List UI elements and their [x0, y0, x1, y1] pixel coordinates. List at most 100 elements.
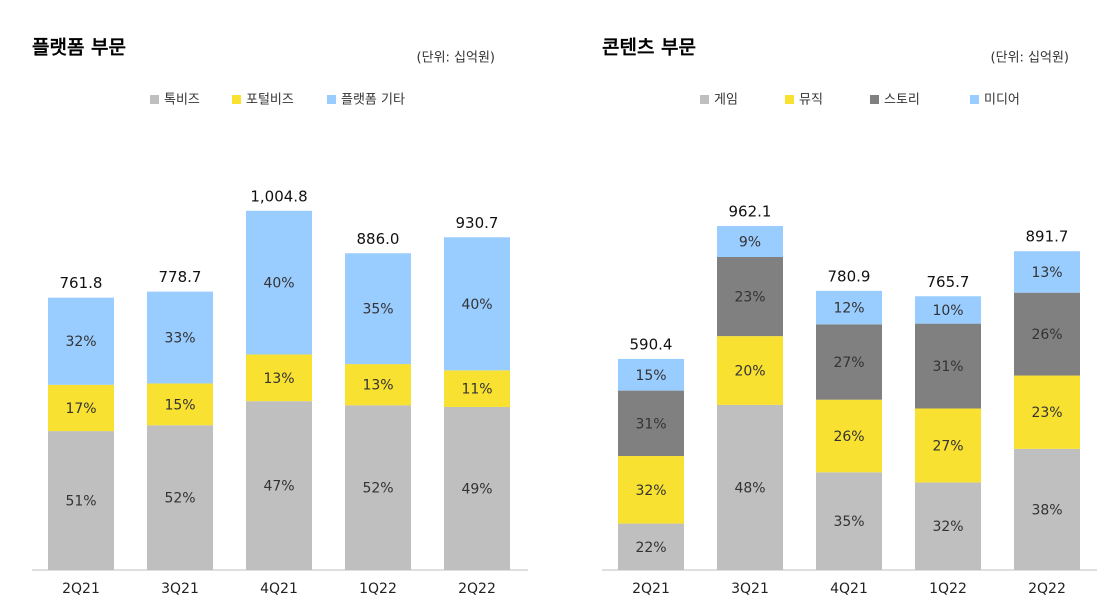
segment-label: 11%: [461, 382, 492, 398]
legend-swatch: [327, 95, 336, 104]
bar-segment: [444, 370, 510, 407]
segment-label: 38%: [1031, 502, 1062, 518]
bar-segment: [1014, 375, 1080, 449]
x-tick-label: 2Q21: [62, 581, 100, 597]
unit-label: (단위: 십억원): [417, 51, 495, 66]
bar-segment: [345, 253, 411, 365]
bar-segment: [48, 297, 114, 385]
bar-segment: [444, 237, 510, 371]
segment-label: 32%: [635, 483, 666, 499]
segment-label: 49%: [461, 481, 492, 497]
bar-segment: [345, 364, 411, 406]
total-label: 590.4: [630, 335, 673, 353]
bar-segment: [618, 523, 684, 570]
segment-label: 27%: [932, 438, 963, 454]
bar-segment: [816, 399, 882, 473]
bar-segment: [246, 354, 312, 402]
bar-segment: [246, 401, 312, 570]
segment-label: 9%: [739, 235, 761, 251]
bar-segment: [147, 383, 213, 426]
bar-segment: [816, 324, 882, 400]
total-label: 891.7: [1026, 228, 1069, 246]
total-label: 780.9: [828, 267, 871, 285]
total-label: 930.7: [456, 214, 499, 232]
bar-segment: [915, 482, 981, 570]
legend-label: 톡비즈: [164, 93, 200, 108]
legend-swatch: [232, 95, 241, 104]
x-tick-label: 2Q21: [632, 581, 670, 597]
bar-segment: [1014, 448, 1080, 570]
legend-label: 포털비즈: [246, 93, 294, 108]
bar-segment: [915, 296, 981, 324]
bar-segment: [1014, 292, 1080, 376]
segment-label: 15%: [635, 368, 666, 384]
bar-segment: [618, 390, 684, 457]
segment-label: 52%: [164, 491, 195, 507]
bar-segment: [915, 408, 981, 483]
legend-swatch: [785, 95, 794, 104]
legend-label: 스토리: [884, 93, 920, 108]
x-tick-label: 1Q22: [929, 581, 967, 597]
segment-label: 31%: [932, 359, 963, 375]
legend-swatch: [970, 95, 979, 104]
segment-label: 13%: [1031, 265, 1062, 281]
segment-label: 52%: [362, 481, 393, 497]
segment-label: 35%: [362, 302, 393, 318]
total-label: 886.0: [357, 230, 400, 248]
segment-label: 47%: [263, 479, 294, 495]
bar-segment: [147, 425, 213, 570]
bar-segment: [915, 323, 981, 409]
segment-label: 13%: [362, 378, 393, 394]
legend-swatch: [150, 95, 159, 104]
bar-segment: [147, 291, 213, 384]
segment-label: 22%: [635, 540, 666, 556]
segment-label: 27%: [833, 355, 864, 371]
bar-segment: [345, 405, 411, 570]
segment-label: 13%: [263, 371, 294, 387]
bar-segment: [717, 404, 783, 570]
total-label: 761.8: [60, 274, 103, 292]
total-label: 1,004.8: [250, 187, 307, 205]
x-tick-label: 3Q21: [731, 581, 769, 597]
total-label: 962.1: [729, 203, 772, 221]
x-tick-label: 2Q22: [1028, 581, 1066, 597]
segment-label: 48%: [734, 480, 765, 496]
bar-segment: [1014, 251, 1080, 293]
bar-segment: [48, 431, 114, 570]
bar-segment: [618, 358, 684, 391]
segment-label: 23%: [1031, 405, 1062, 421]
segment-label: 31%: [635, 416, 666, 432]
bar-segment: [444, 406, 510, 570]
segment-label: 40%: [461, 297, 492, 313]
segment-label: 26%: [833, 429, 864, 445]
chart-title: 콘텐츠 부문: [602, 37, 696, 59]
legend-label: 게임: [714, 93, 738, 108]
bar-segment: [717, 226, 783, 258]
segment-label: 17%: [65, 401, 96, 417]
bar-segment: [246, 210, 312, 355]
bar-segment: [816, 290, 882, 325]
x-tick-label: 4Q21: [830, 581, 868, 597]
x-tick-label: 1Q22: [359, 581, 397, 597]
segment-label: 32%: [932, 519, 963, 535]
segment-label: 12%: [833, 301, 864, 317]
segment-label: 23%: [734, 290, 765, 306]
bar-segment: [618, 456, 684, 524]
total-label: 778.7: [159, 268, 202, 286]
segment-label: 10%: [932, 303, 963, 319]
legend-label: 미디어: [984, 93, 1020, 108]
bar-segment: [816, 472, 882, 570]
legend-swatch: [870, 95, 879, 104]
legend-label: 뮤직: [799, 93, 823, 108]
x-tick-label: 3Q21: [161, 581, 199, 597]
segment-label: 32%: [65, 334, 96, 350]
segment-label: 20%: [734, 364, 765, 380]
segment-label: 40%: [263, 276, 294, 292]
segment-label: 51%: [65, 494, 96, 510]
bar-segment: [717, 336, 783, 405]
unit-label: (단위: 십억원): [991, 51, 1069, 66]
x-tick-label: 2Q22: [458, 581, 496, 597]
bar-segment: [48, 384, 114, 432]
legend-label: 플랫폼 기타: [341, 93, 405, 108]
